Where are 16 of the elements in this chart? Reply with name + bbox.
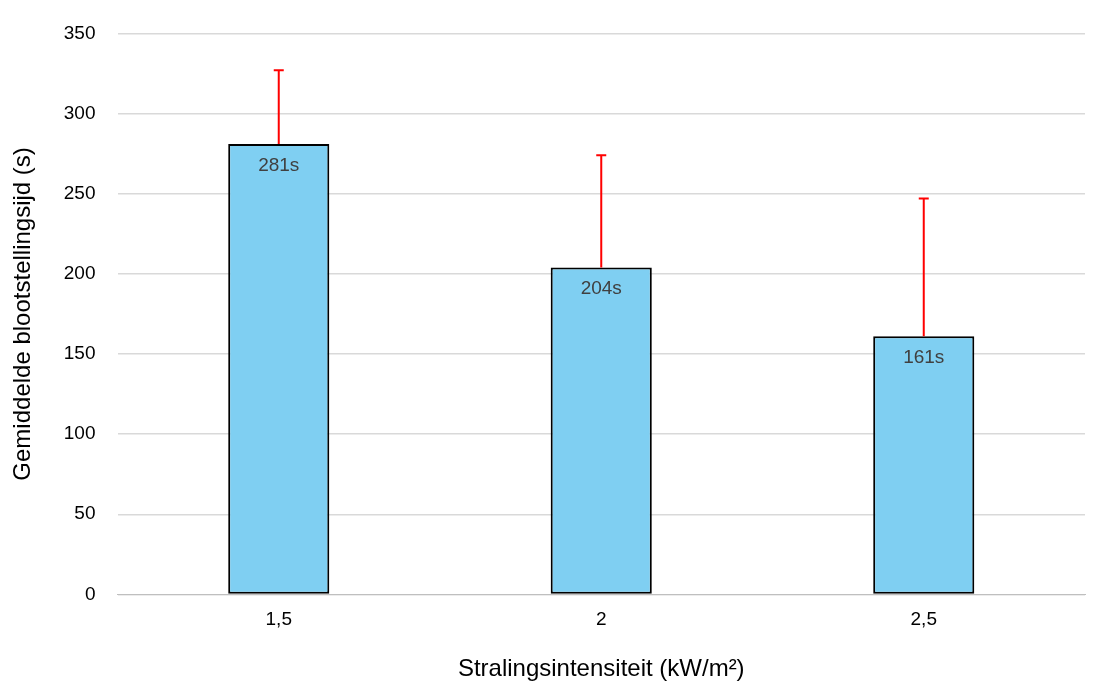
data-label: 204s bbox=[580, 277, 622, 299]
x-tick-label: 2,5 bbox=[910, 608, 937, 630]
y-tick-label: 100 bbox=[63, 422, 96, 444]
x-tick-label: 1,5 bbox=[265, 608, 292, 630]
data-label: 281s bbox=[258, 153, 300, 175]
y-tick-label: 150 bbox=[63, 342, 96, 364]
x-axis-title: Stralingsintensiteit (kW/m²) bbox=[457, 654, 745, 682]
y-tick-label: 200 bbox=[63, 262, 96, 284]
y-tick-label: 300 bbox=[63, 101, 96, 123]
y-tick-label: 50 bbox=[74, 502, 96, 524]
y-tick-label: 0 bbox=[84, 582, 96, 604]
data-label: 161s bbox=[903, 346, 945, 368]
x-tick-label: 2 bbox=[595, 608, 607, 630]
y-tick-label: 350 bbox=[63, 21, 96, 43]
y-axis-title: Gemiddelde blootstellingsijd (s) bbox=[8, 147, 36, 481]
y-tick-label: 250 bbox=[63, 181, 96, 203]
